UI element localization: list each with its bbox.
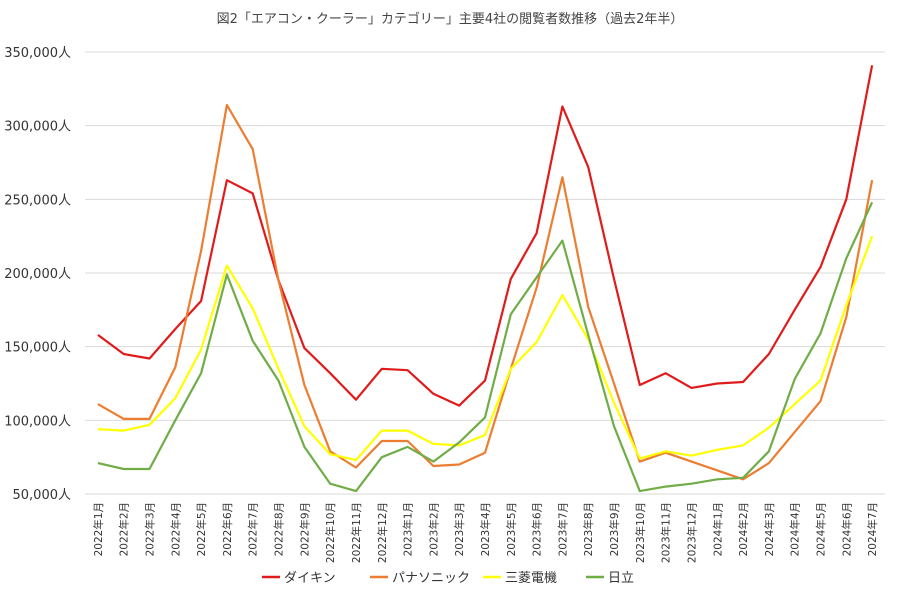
x-tick-label: 2024年5月 (814, 502, 827, 556)
x-tick-label: 2023年7月 (556, 502, 569, 556)
x-tick-label: 2022年9月 (298, 502, 311, 556)
x-tick-label: 2024年3月 (763, 502, 776, 556)
x-tick-label: 2022年2月 (118, 502, 131, 556)
x-tick-label: 2023年2月 (427, 502, 440, 556)
y-axis-ticks: 50,000人 100,000人 150,000人 200,000人 250,000人 3… (4, 46, 71, 503)
legend-label: 三菱電機 (505, 571, 557, 586)
legend-label: 日立 (608, 571, 634, 586)
legend-label: パナソニック (392, 571, 470, 586)
series-lines (97, 65, 874, 493)
x-tick-label: 2023年8月 (582, 502, 595, 556)
x-tick-label: 2022年4月 (169, 502, 182, 556)
x-tick-label: 2022年6月 (221, 502, 234, 556)
x-tick-label: 2022年5月 (195, 502, 208, 556)
x-tick-label: 2022年10月 (324, 502, 337, 563)
series-line-1 (97, 103, 874, 481)
x-tick-label: 2022年11月 (350, 502, 363, 563)
y-tick-label: 200,000人 (4, 267, 71, 282)
x-tick-label: 2024年1月 (711, 502, 724, 556)
legend: ダイキン パナソニック 三菱電機 日立 (262, 571, 634, 586)
legend-label: ダイキン (284, 571, 336, 586)
x-tick-label: 2023年1月 (402, 502, 415, 556)
x-tick-label: 2023年3月 (453, 502, 466, 556)
x-tick-label: 2024年7月 (866, 502, 879, 556)
x-tick-label: 2022年8月 (273, 502, 286, 556)
y-tick-label: 50,000人 (13, 488, 72, 503)
x-tick-label: 2024年2月 (737, 502, 750, 556)
x-tick-label: 2023年4月 (479, 502, 492, 556)
x-tick-label: 2023年5月 (505, 502, 518, 556)
x-tick-label: 2024年6月 (840, 502, 853, 556)
x-axis-ticks: 2022年1月 2022年2月 2022年3月 2022年4月 2022年5月 2022年… (92, 502, 879, 563)
series-line-0 (97, 65, 874, 407)
x-tick-label: 2022年7月 (247, 502, 260, 556)
x-tick-label: 2023年12月 (685, 502, 698, 563)
x-tick-label: 2022年1月 (92, 502, 105, 556)
y-tick-label: 300,000人 (4, 120, 71, 135)
x-tick-label: 2024年4月 (789, 502, 802, 556)
grid-lines (85, 51, 885, 495)
series-line-3 (97, 201, 874, 493)
y-tick-label: 350,000人 (4, 46, 71, 61)
x-tick-label: 2023年10月 (634, 502, 647, 563)
chart-title: 図2「エアコン・クーラー」カテゴリー」主要4社の閲覧者数推移（過去2年半） (217, 11, 684, 27)
y-tick-label: 100,000人 (4, 414, 71, 429)
x-tick-label: 2023年6月 (531, 502, 544, 556)
x-tick-label: 2022年12月 (376, 502, 389, 563)
x-tick-label: 2023年9月 (608, 502, 621, 556)
y-tick-label: 150,000人 (4, 341, 71, 356)
x-tick-label: 2022年3月 (144, 502, 157, 556)
y-tick-label: 250,000人 (4, 193, 71, 208)
series-line-2 (97, 235, 874, 462)
x-tick-label: 2023年11月 (660, 502, 673, 563)
